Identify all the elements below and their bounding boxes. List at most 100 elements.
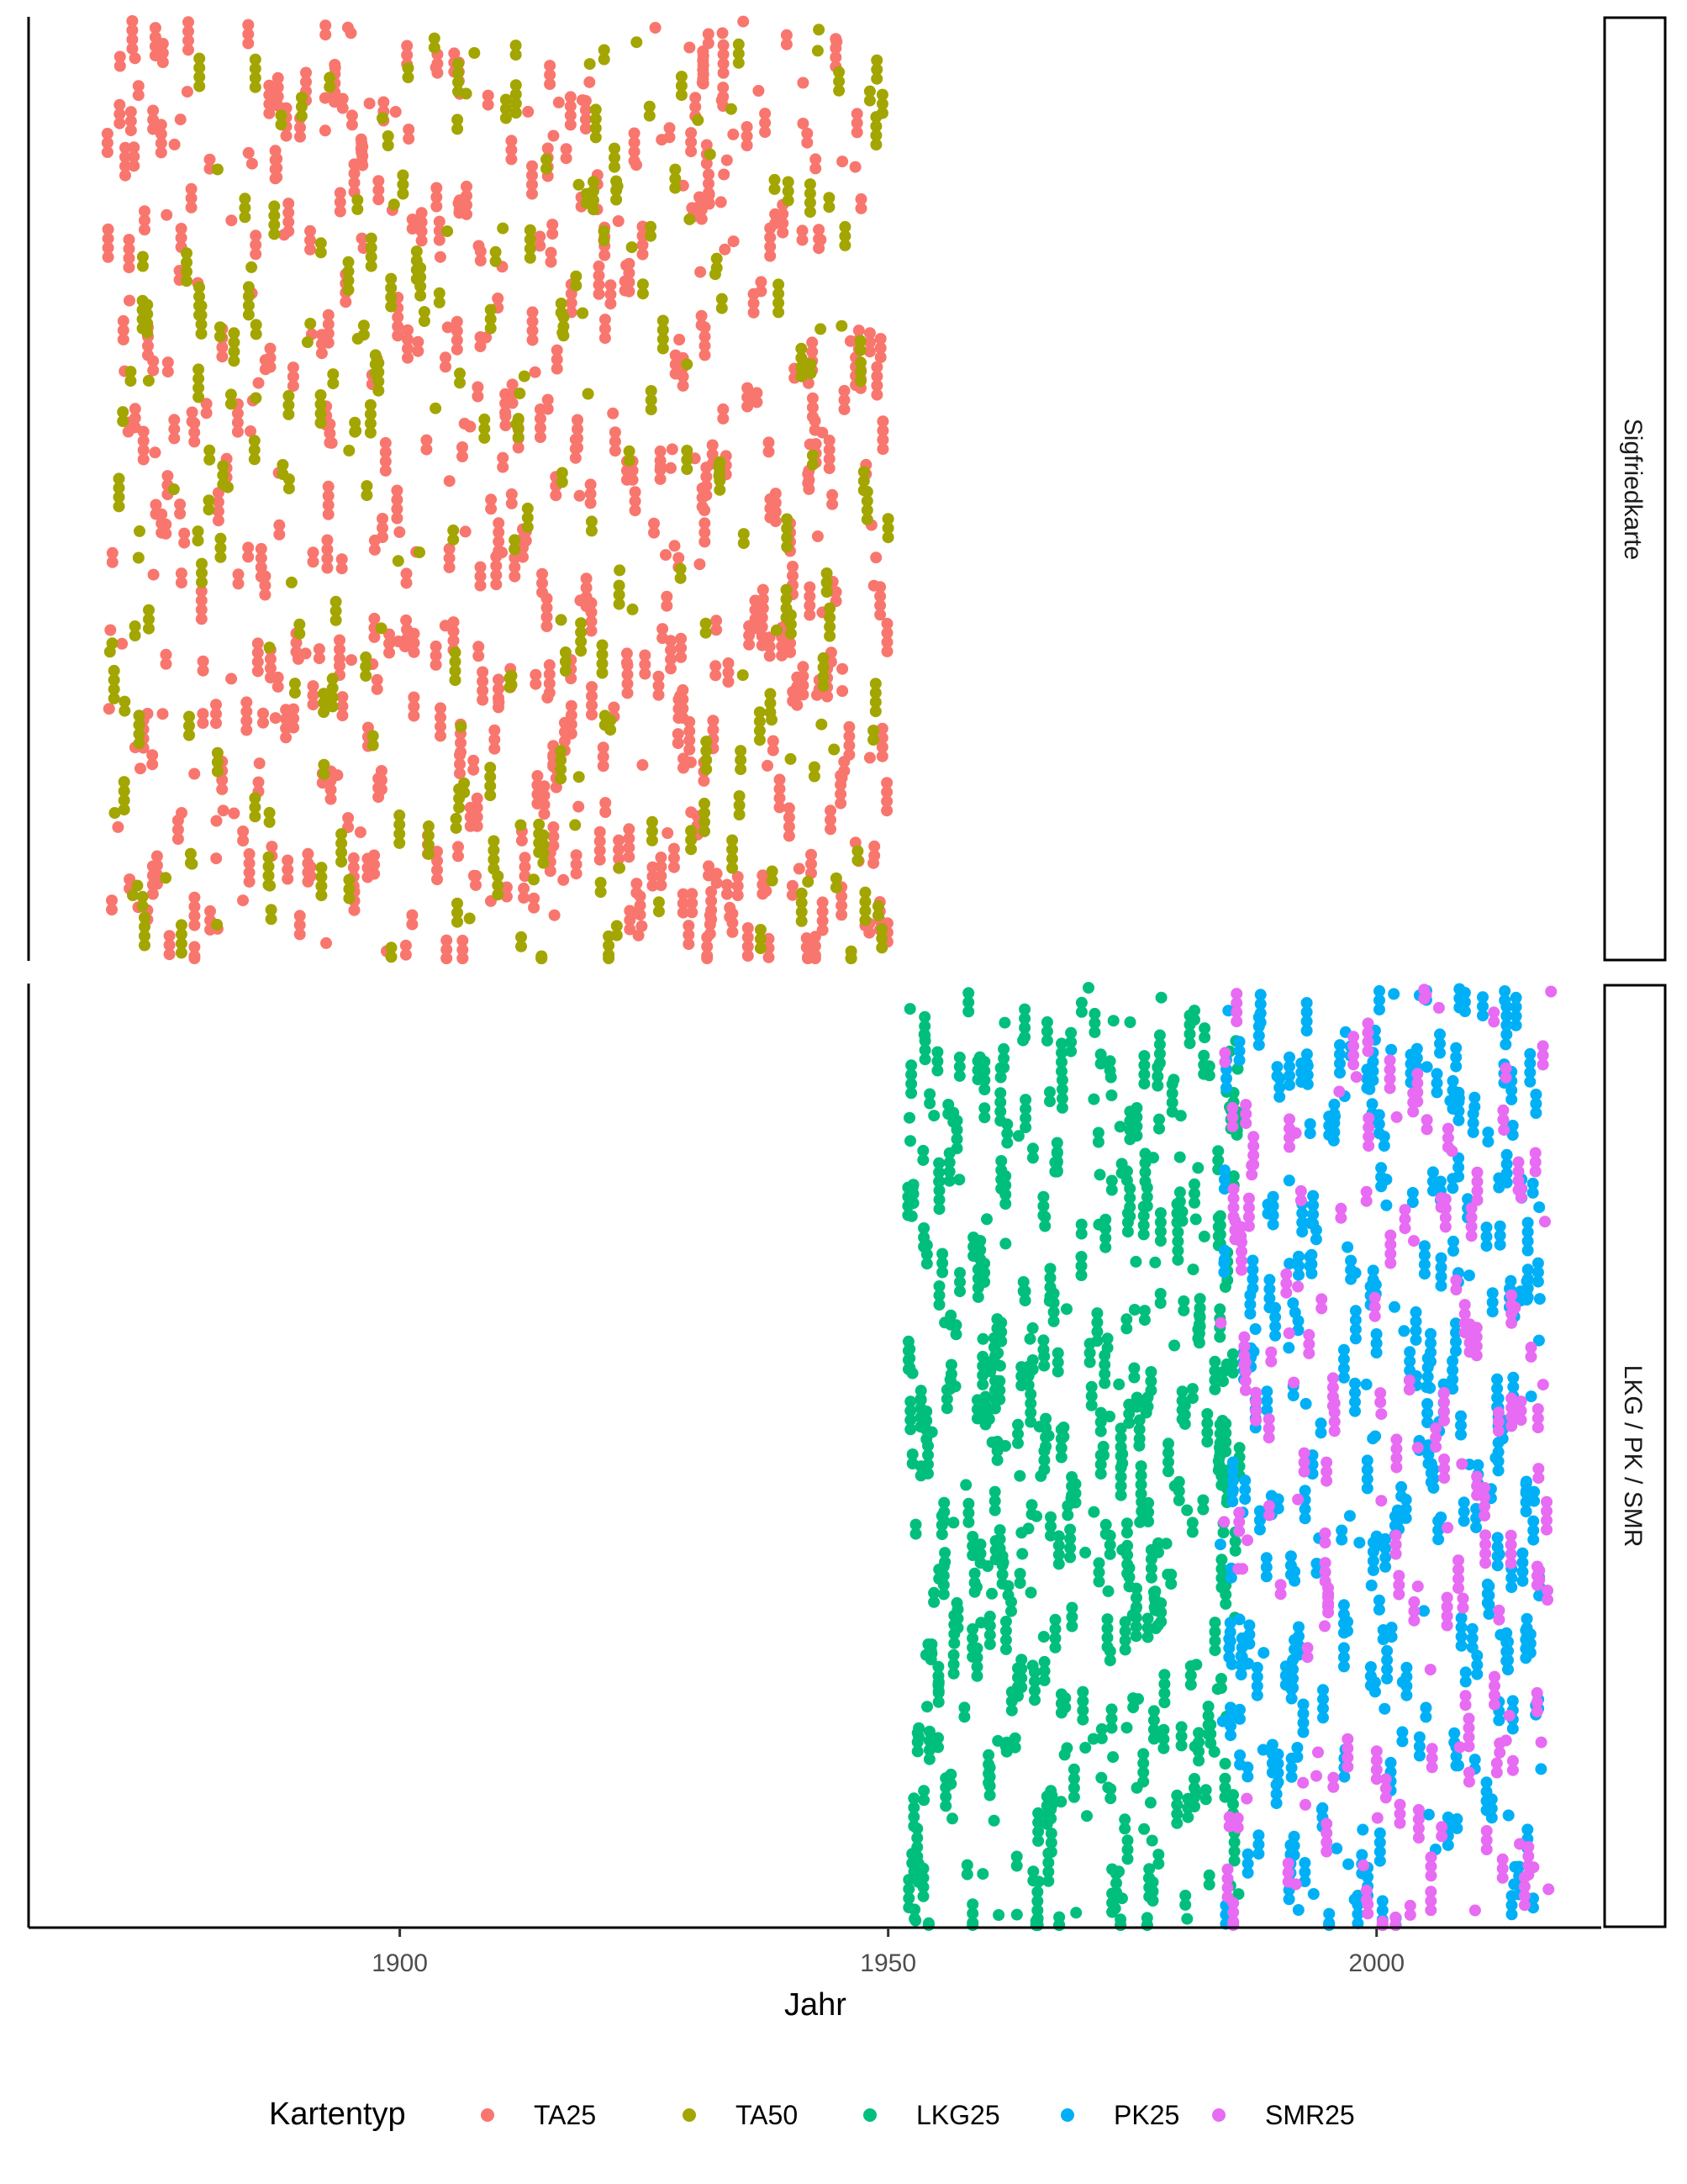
point-smr25	[1479, 1500, 1491, 1512]
point-ta25	[722, 657, 735, 669]
point-lkg25	[1069, 1487, 1082, 1500]
point-smr25	[1221, 1872, 1234, 1885]
point-lkg25	[1149, 1585, 1162, 1598]
point-pk25	[1396, 1735, 1409, 1748]
point-lkg25	[977, 1350, 989, 1363]
point-lkg25	[922, 1467, 934, 1480]
point-ta50	[433, 287, 445, 299]
point-ta25	[863, 752, 876, 764]
point-ta50	[675, 80, 688, 92]
point-ta25	[623, 285, 635, 298]
point-lkg25	[932, 1696, 945, 1708]
point-ta25	[791, 671, 804, 683]
point-ta50	[815, 323, 827, 335]
point-ta25	[379, 455, 392, 467]
point-ta25	[584, 497, 597, 509]
point-ta25	[743, 620, 756, 632]
point-ta25	[294, 130, 306, 143]
point-smr25	[1384, 1229, 1397, 1242]
point-smr25	[1408, 1235, 1420, 1248]
point-ta50	[820, 567, 833, 579]
point-lkg25	[918, 1794, 930, 1807]
point-pk25	[1507, 1380, 1520, 1393]
point-ta25	[335, 562, 348, 575]
point-lkg25	[974, 1244, 987, 1256]
point-ta50	[402, 71, 414, 83]
point-ta25	[843, 748, 856, 761]
point-smr25	[1424, 1664, 1437, 1676]
point-ta25	[156, 708, 169, 720]
point-pk25	[1243, 1619, 1256, 1632]
point-ta25	[624, 905, 636, 917]
point-smr25	[1347, 1031, 1360, 1043]
point-lkg25	[1147, 1705, 1160, 1717]
point-smr25	[1360, 1884, 1373, 1896]
point-lkg25	[1144, 1796, 1157, 1809]
point-lkg25	[1145, 1562, 1157, 1575]
point-ta50	[863, 85, 876, 98]
point-ta50	[414, 261, 427, 274]
point-ta50	[614, 564, 626, 577]
point-smr25	[1505, 1420, 1518, 1432]
point-smr25	[1312, 1746, 1324, 1759]
point-ta50	[136, 890, 149, 903]
point-ta25	[431, 66, 444, 79]
point-pk25	[1452, 1095, 1465, 1108]
point-ta25	[835, 788, 847, 800]
point-lkg25	[1233, 1442, 1246, 1454]
point-ta50	[248, 453, 261, 466]
point-lkg25	[940, 1791, 952, 1803]
point-ta25	[675, 632, 688, 645]
point-smr25	[1229, 1233, 1242, 1246]
point-ta25	[534, 230, 546, 243]
point-lkg25	[1064, 1542, 1077, 1554]
point-ta50	[815, 718, 828, 731]
legend-label-ta25: TA25	[534, 2100, 596, 2130]
point-pk25	[1218, 1257, 1231, 1269]
point-lkg25	[1091, 1307, 1104, 1320]
point-ta25	[544, 78, 556, 91]
point-ta50	[857, 466, 870, 478]
point-ta50	[782, 185, 794, 198]
point-ta50	[342, 256, 355, 268]
point-ta50	[768, 182, 781, 195]
point-ta25	[593, 260, 605, 272]
point-lkg25	[991, 1453, 1004, 1466]
point-ta50	[572, 178, 585, 191]
point-pk25	[1418, 1258, 1431, 1271]
point-smr25	[1438, 1395, 1450, 1408]
point-lkg25	[1049, 1613, 1062, 1626]
point-smr25	[1231, 997, 1243, 1010]
point-ta50	[656, 342, 669, 355]
point-lkg25	[1219, 1758, 1231, 1770]
point-smr25	[1479, 1481, 1491, 1494]
point-ta25	[122, 425, 134, 438]
point-pk25	[1315, 1427, 1327, 1439]
point-ta25	[661, 599, 673, 612]
point-smr25	[1537, 1040, 1549, 1052]
point-ta25	[470, 878, 482, 891]
point-ta25	[836, 899, 848, 912]
point-lkg25	[1051, 1155, 1063, 1168]
point-ta25	[269, 163, 282, 176]
point-pk25	[1252, 1030, 1265, 1042]
point-ta25	[726, 926, 739, 938]
point-smr25	[1425, 1860, 1437, 1873]
point-ta25	[757, 869, 769, 882]
point-ta50	[433, 296, 445, 309]
point-lkg25	[1135, 1469, 1147, 1482]
point-pk25	[1531, 1266, 1544, 1279]
point-ta50	[646, 834, 658, 847]
point-ta25	[796, 224, 809, 237]
point-lkg25	[920, 1433, 933, 1445]
point-ta25	[777, 208, 789, 220]
point-ta50	[555, 298, 567, 309]
point-ta25	[368, 543, 381, 556]
point-ta25	[762, 446, 775, 458]
point-lkg25	[1171, 1817, 1184, 1829]
point-pk25	[1524, 1075, 1537, 1088]
point-lkg25	[1037, 1631, 1050, 1643]
point-pk25	[1455, 1639, 1468, 1652]
point-ta25	[197, 708, 209, 720]
point-ta25	[264, 351, 277, 364]
